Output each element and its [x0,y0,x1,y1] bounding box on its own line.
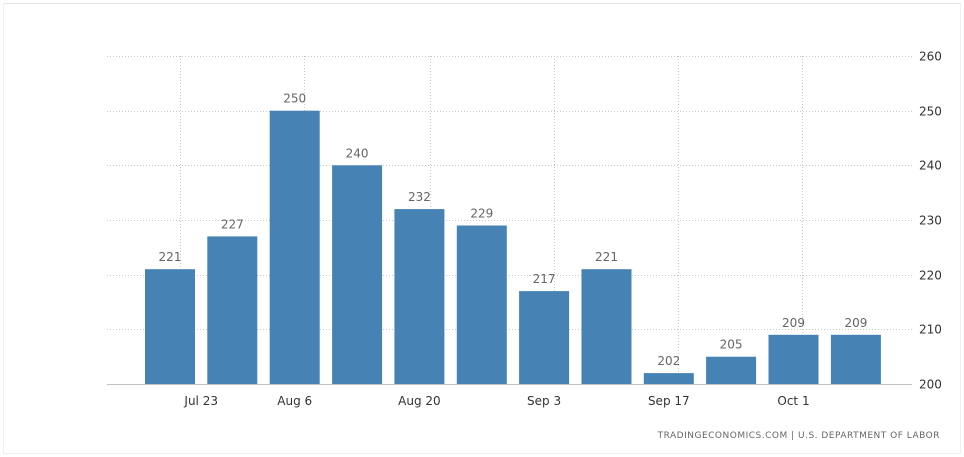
x-tick-label: Sep 3 [527,394,561,408]
bar-data-label: 202 [657,354,680,368]
chart-frame [3,3,961,454]
bar [145,269,195,384]
bar [207,236,258,384]
y-tick-label: 260 [919,50,942,64]
y-tick-label: 220 [919,269,942,283]
bar-data-label: 221 [595,250,618,264]
bar-data-label: 205 [720,338,743,352]
bar-data-label: 229 [470,207,493,221]
x-tick-label: Sep 17 [648,394,690,408]
y-tick-label: 250 [919,105,942,119]
bar [706,356,757,384]
bar-data-label: 209 [844,316,867,330]
bar [394,209,445,384]
bar-data-label: 232 [408,190,431,204]
bar [830,334,881,384]
bar-data-label: 240 [346,146,369,160]
bar [643,373,694,384]
bar [269,110,320,384]
y-tick-label: 240 [919,159,942,173]
bar [768,334,819,384]
x-tick-label: Oct 1 [777,394,809,408]
x-tick-label: Aug 20 [398,394,441,408]
x-tick-label: Jul 23 [183,394,218,408]
y-tick-label: 210 [919,323,942,337]
bar-data-label: 250 [283,92,306,106]
bar [581,269,632,384]
y-tick-label: 200 [919,378,942,392]
bar [519,291,570,384]
bar-data-label: 221 [159,250,182,264]
bar [456,225,507,384]
bar [332,165,383,384]
bar-data-label: 227 [221,217,244,231]
bar-data-label: 217 [533,272,556,286]
source-attribution[interactable]: TRADINGECONOMICS.COM | U.S. DEPARTMENT O… [657,431,940,441]
y-tick-label: 230 [919,214,942,228]
bar-data-label: 209 [782,316,805,330]
x-tick-label: Aug 6 [277,394,312,408]
